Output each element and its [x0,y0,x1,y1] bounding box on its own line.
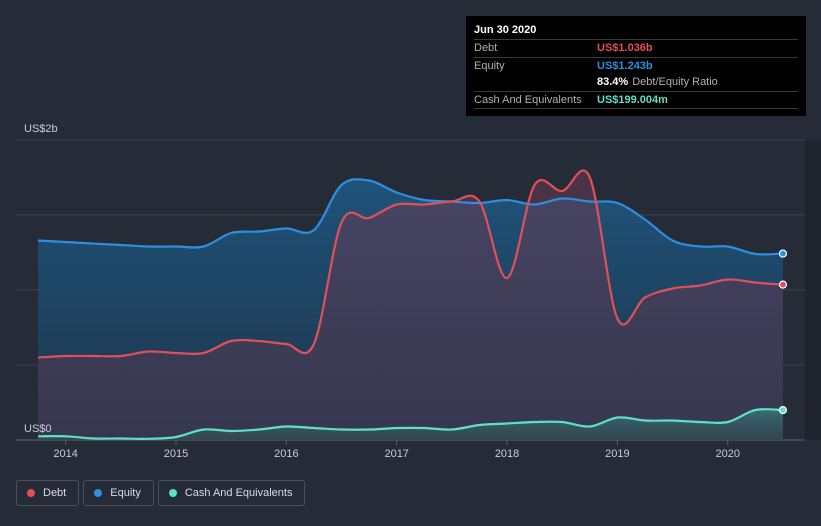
debt-area [38,170,783,441]
y-tick-label: US$2b [24,123,58,135]
x-tick-label: 2020 [716,448,740,460]
tooltip-value: 83.4% [597,76,629,89]
x-tick-label: 2018 [495,448,519,460]
legend-item-equity[interactable]: Equity [83,480,154,506]
tooltip-row-debt: Debt US$1.036b [474,39,798,57]
x-tick-label: 2016 [274,448,298,460]
legend-label: Debt [43,487,67,499]
tooltip-row-equity: Equity US$1.243b [474,56,798,75]
tooltip-row-ratio: 83.4% Debt/Equity Ratio [474,74,798,91]
x-tick-label: 2015 [164,448,188,460]
y-tick-label: US$0 [24,423,52,435]
x-tick-label: 2014 [53,448,77,460]
legend-dot [27,489,35,497]
legend-dot [94,489,103,497]
tooltip-label: Cash And Equivalents [474,93,582,106]
x-tick-label: 2017 [384,448,408,460]
tooltip-row-cash: Cash And Equivalents US$199.004m [474,90,798,109]
legend-label: Cash And Equivalents [184,487,293,499]
equity-line [38,178,783,256]
legend-dot [168,489,177,497]
legend-item-debt[interactable]: Debt [16,480,80,506]
data-tooltip: Jun 30 2020 Debt US$1.036b Equity US$1.2… [466,16,806,116]
tooltip-label: Debt [474,42,498,55]
tooltip-ratio-label: Debt/Equity Ratio [632,76,718,89]
cash-area [38,409,783,440]
equity-end-point [778,249,788,258]
tooltip-value: US$1.243b [597,59,653,72]
cash-line [38,408,783,440]
debt-line [38,169,783,359]
legend-item-cash[interactable]: Cash And Equivalents [157,480,306,506]
chart-legend: Debt Equity Cash And Equivalents [16,480,306,506]
tooltip-value: US$1.036b [597,42,653,55]
cash-end-point [778,406,788,415]
tooltip-label: Equity [474,59,505,72]
tooltip-date: Jun 30 2020 [474,24,537,36]
future-shade [805,140,821,440]
tooltip-value: US$199.004m [597,93,668,106]
legend-label: Equity [110,487,141,499]
x-tick-label: 2019 [605,448,629,460]
debt-end-point [778,280,788,289]
